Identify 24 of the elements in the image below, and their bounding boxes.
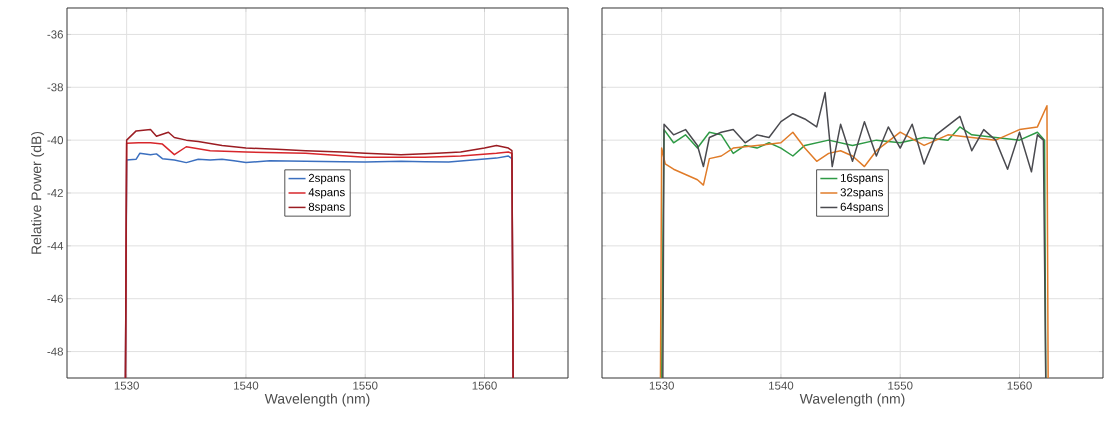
y-tick-label: -40 bbox=[47, 136, 64, 145]
y-tick-label: -36 bbox=[47, 30, 63, 39]
x-axis-title: Wavelength (nm) bbox=[264, 393, 370, 407]
legend-label: 64spans bbox=[840, 202, 883, 214]
legend-label: 32spans bbox=[840, 188, 883, 199]
x-tick-label: 1560 bbox=[472, 381, 497, 390]
y-tick-label: -46 bbox=[47, 294, 63, 303]
legend-label: 16spans bbox=[840, 173, 883, 185]
x-tick-label: 1550 bbox=[353, 381, 378, 390]
y-tick-label: -38 bbox=[47, 83, 63, 92]
y-tick-label: -42 bbox=[47, 189, 63, 197]
x-axis-title: Wavelength (nm) bbox=[799, 393, 905, 407]
x-tick-label: 1550 bbox=[888, 381, 913, 390]
legend-label: 4spans bbox=[308, 188, 345, 199]
x-tick-label: 1530 bbox=[114, 381, 139, 390]
y-tick-label: -44 bbox=[47, 241, 64, 250]
x-tick-label: 1540 bbox=[234, 381, 259, 390]
legend-label: 8spans bbox=[308, 202, 345, 214]
y-tick-label: -48 bbox=[47, 347, 63, 356]
x-tick-label: 1560 bbox=[1007, 381, 1032, 390]
y-axis-title: Relative Power (dB) bbox=[31, 131, 45, 254]
x-tick-label: 1540 bbox=[769, 381, 794, 390]
x-tick-label: 1530 bbox=[649, 381, 674, 390]
legend-label: 2spans bbox=[308, 173, 345, 185]
